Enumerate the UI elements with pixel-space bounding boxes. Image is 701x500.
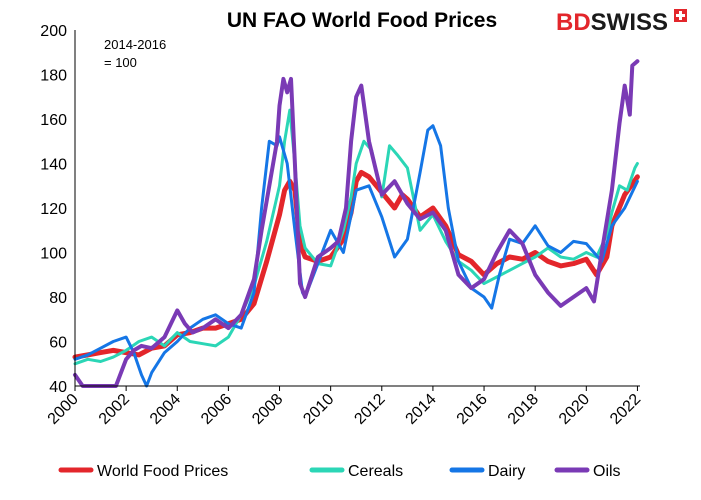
legend-label: World Food Prices (97, 463, 228, 480)
legend-label: Oils (593, 463, 621, 480)
brand-logo-part1: BD (556, 9, 591, 36)
y-tick-label: 80 (49, 290, 67, 307)
legend-label: Dairy (488, 463, 525, 480)
y-tick-label: 200 (40, 23, 67, 40)
y-tick-label: 60 (49, 335, 67, 352)
chart-note-line2: = 100 (104, 55, 137, 70)
y-tick-label: 160 (40, 112, 67, 129)
swiss-cross-icon (674, 9, 687, 22)
brand-logo-part2: SWISS (591, 9, 668, 36)
legend: World Food Prices Cereals Dairy Oils (58, 463, 621, 480)
y-tick-label: 100 (40, 246, 67, 263)
chart-note-line1: 2014-2016 (104, 37, 166, 52)
brand-logo: BDSWISS (556, 9, 687, 36)
y-tick-label: 120 (40, 201, 67, 218)
y-axis-ticks: 40 60 80 100 120 140 160 180 200 (40, 23, 67, 396)
legend-label: Cereals (348, 463, 403, 480)
y-tick-label: 40 (49, 379, 67, 396)
y-tick-label: 140 (40, 157, 67, 174)
series-lines (72, 59, 640, 388)
brand-logo-text: BDSWISS (556, 9, 668, 36)
series-line-dairy (73, 124, 639, 388)
series-line-oils (73, 59, 640, 388)
chart-title: UN FAO World Food Prices (227, 9, 497, 32)
axes (74, 30, 640, 387)
y-tick-label: 180 (40, 68, 67, 85)
series-line-cereals (73, 108, 639, 366)
